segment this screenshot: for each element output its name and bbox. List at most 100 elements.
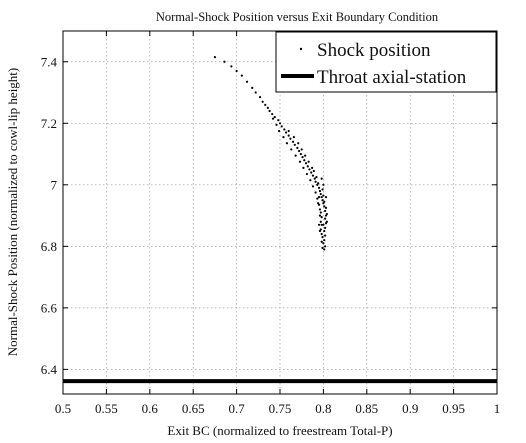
shock-position-point bbox=[230, 65, 233, 68]
shock-position-point bbox=[325, 220, 328, 223]
shock-position-point bbox=[284, 131, 288, 134]
shock-position-point bbox=[318, 189, 322, 193]
legend-box bbox=[275, 31, 497, 93]
shock-position-point bbox=[312, 169, 315, 173]
shock-position-point bbox=[278, 129, 281, 133]
shock-position-point bbox=[319, 211, 322, 214]
shock-position-point bbox=[275, 123, 278, 126]
shock-position-point bbox=[322, 194, 325, 197]
y-tick-label: 6.8 bbox=[41, 239, 57, 254]
shock-position-point bbox=[296, 146, 299, 149]
shock-position-point bbox=[316, 197, 319, 200]
shock-position-point bbox=[297, 149, 301, 153]
shock-position-point bbox=[245, 80, 249, 83]
shock-position-point bbox=[322, 223, 325, 226]
shock-position-point bbox=[285, 142, 289, 145]
x-tick-label: 0.7 bbox=[228, 401, 245, 416]
shock-position-point bbox=[324, 206, 328, 209]
shock-position-point bbox=[268, 109, 271, 113]
x-tick-label: 1 bbox=[494, 401, 501, 416]
shock-position-point bbox=[251, 86, 254, 90]
shock-position-point bbox=[318, 214, 322, 217]
shock-position-point bbox=[287, 129, 290, 133]
shock-position-point bbox=[323, 205, 326, 208]
x-tick-labels: 0.5 0.55 0.6 0.65 0.7 0.75 0.8 0.85 0.9 0.95 1 bbox=[55, 401, 500, 416]
shock-position-point bbox=[314, 180, 317, 183]
chart-title: Normal-Shock Position versus Exit Bounda… bbox=[156, 10, 439, 24]
y-tick-label: 6.6 bbox=[41, 300, 58, 315]
shock-position-point bbox=[308, 168, 311, 171]
shock-position-point bbox=[298, 160, 302, 163]
shock-position-point bbox=[213, 56, 216, 59]
shock-position-point bbox=[317, 223, 321, 226]
shock-position-point bbox=[304, 162, 308, 165]
shock-position-point bbox=[320, 240, 323, 243]
shock-position-point bbox=[324, 245, 327, 248]
plot-frame bbox=[62, 30, 498, 395]
shock-position-point bbox=[291, 140, 295, 143]
shock-position-point bbox=[301, 156, 304, 159]
shock-position-point bbox=[305, 172, 309, 176]
shock-position-point bbox=[311, 166, 314, 169]
shock-position-point bbox=[287, 134, 290, 137]
x-tick-label: 0.75 bbox=[269, 401, 292, 416]
shock-position-point bbox=[261, 100, 264, 103]
shock-position-point bbox=[324, 226, 327, 229]
shock-position-point bbox=[317, 186, 321, 189]
shock-position-point bbox=[293, 143, 296, 146]
x-tick-label: 0.5 bbox=[55, 401, 71, 416]
shock-position-point bbox=[314, 191, 317, 194]
shock-position-point bbox=[324, 234, 327, 237]
shock-position-point bbox=[292, 136, 295, 139]
y-tick-label: 7.2 bbox=[41, 116, 57, 131]
shock-position-point bbox=[322, 242, 325, 245]
shock-position-point bbox=[321, 199, 324, 202]
shock-position-point bbox=[318, 229, 322, 233]
shock-position-point bbox=[254, 91, 257, 94]
shock-position-point bbox=[323, 200, 326, 203]
shock-position-point bbox=[271, 117, 275, 120]
shock-position-point bbox=[320, 216, 323, 219]
shock-position-point bbox=[290, 148, 293, 151]
shock-position-point bbox=[309, 179, 312, 182]
shock-position-point bbox=[307, 160, 310, 163]
shock-position-point bbox=[323, 248, 326, 251]
shock-position-point bbox=[317, 202, 320, 205]
shock-position-point bbox=[320, 177, 323, 180]
shock-position-point bbox=[258, 96, 262, 99]
shock-position-point bbox=[321, 236, 324, 239]
shock-position-point bbox=[240, 74, 243, 77]
x-tick-label: 0.6 bbox=[142, 401, 159, 416]
shock-position-point bbox=[277, 119, 280, 122]
shock-position-point bbox=[322, 183, 325, 186]
y-tick-label: 6.4 bbox=[41, 362, 58, 377]
shock-position-point bbox=[283, 128, 286, 131]
shock-position-point bbox=[321, 246, 324, 249]
x-tick-label: 0.65 bbox=[182, 401, 205, 416]
shock-position-point bbox=[317, 182, 320, 185]
x-tick-label: 0.95 bbox=[442, 401, 465, 416]
shock-position-point bbox=[324, 209, 327, 213]
shock-position-point bbox=[303, 159, 306, 162]
shock-position-point bbox=[280, 125, 283, 128]
shock-position-point bbox=[320, 232, 323, 236]
legend-label-throat-axial-station: Throat axial-station bbox=[317, 67, 467, 88]
shock-position-point bbox=[300, 148, 303, 151]
shock-position-point bbox=[271, 112, 274, 116]
shock-position-point bbox=[223, 60, 226, 63]
shock-position-point bbox=[325, 212, 328, 216]
shock-position-point bbox=[313, 177, 316, 180]
shock-position-point bbox=[319, 192, 322, 196]
y-tick-label: 7 bbox=[51, 177, 58, 192]
shock-position-point bbox=[278, 122, 282, 125]
shock-position-point bbox=[323, 229, 326, 233]
shock-position-point bbox=[310, 171, 313, 174]
scatter-points bbox=[213, 56, 328, 251]
y-tick-labels: 6.4 6.6 6.8 7 7.2 7.4 bbox=[41, 54, 58, 377]
shock-position-point bbox=[304, 154, 307, 157]
shock-position-point bbox=[324, 196, 328, 199]
y-tick-label: 7.4 bbox=[41, 54, 58, 69]
x-tick-label: 0.9 bbox=[402, 401, 418, 416]
legend: Shock position Throat axial-station bbox=[275, 31, 497, 93]
